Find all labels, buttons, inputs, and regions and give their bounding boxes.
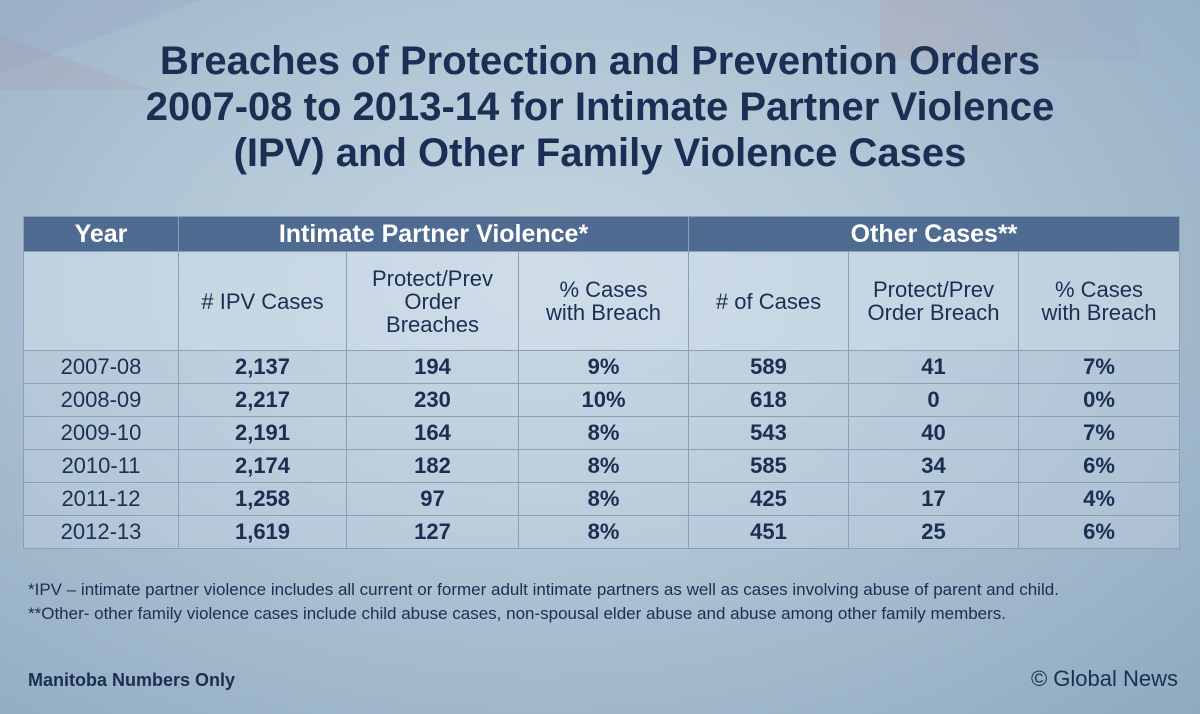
ipv-breaches-cell: 194 <box>346 350 519 384</box>
table-row: 2008-09 2,217 230 10% 618 0 0% <box>23 383 1181 417</box>
ipv-group-header: Intimate Partner Violence* <box>177 216 690 252</box>
other-cases-cell: 451 <box>688 515 850 549</box>
other-breach-cell: 25 <box>848 515 1020 549</box>
ipv-pct-header: % Cases with Breach <box>517 251 690 351</box>
table-row: 2007-08 2,137 194 9% 589 41 7% <box>23 350 1181 384</box>
ipv-pct-cell: 10% <box>517 383 690 417</box>
ipv-cases-header: # IPV Cases <box>178 251 347 351</box>
table-row: 2009-10 2,191 164 8% 543 40 7% <box>23 416 1181 450</box>
table-row: 2012-13 1,619 127 8% 451 25 6% <box>23 515 1181 549</box>
other-pct-cell: 7% <box>1018 416 1181 450</box>
ipv-cases-cell: 2,137 <box>178 350 347 384</box>
table-row: 2011-12 1,258 97 8% 425 17 4% <box>23 482 1181 516</box>
other-breach-cell: 17 <box>848 482 1020 516</box>
other-cases-cell: 618 <box>688 383 850 417</box>
other-pct-cell: 7% <box>1018 350 1181 384</box>
ipv-pct-cell: 8% <box>517 482 690 516</box>
ipv-cases-cell: 2,174 <box>178 449 347 483</box>
ipv-breaches-cell: 164 <box>346 416 519 450</box>
other-cases-cell: 585 <box>688 449 850 483</box>
title-line-3: (IPV) and Other Family Violence Cases <box>233 131 967 175</box>
other-breach-cell: 0 <box>848 383 1020 417</box>
other-breach-header: Protect/Prev Order Breach <box>848 251 1020 351</box>
other-pct-header: % Cases with Breach <box>1018 251 1181 351</box>
ipv-cases-cell: 1,258 <box>178 482 347 516</box>
year-subheader-empty <box>23 251 179 351</box>
other-cases-cell: 589 <box>688 350 850 384</box>
global-news-credit: © Global News <box>1030 666 1178 691</box>
ipv-cases-cell: 2,191 <box>178 416 347 450</box>
year-cell: 2008-09 <box>23 383 179 417</box>
other-pct-cell: 0% <box>1018 383 1181 417</box>
year-header: Year <box>23 216 179 252</box>
ipv-breaches-cell: 127 <box>346 515 519 549</box>
source-note: Manitoba Numbers Only <box>28 670 236 690</box>
other-pct-cell: 4% <box>1018 482 1181 516</box>
year-cell: 2011-12 <box>23 482 179 516</box>
sub-header-row: # IPV Cases Protect/Prev Order Breaches … <box>23 251 1181 351</box>
other-breach-cell: 34 <box>848 449 1020 483</box>
title-line-2: 2007-08 to 2013-14 for Intimate Partner … <box>145 85 1055 129</box>
year-cell: 2009-10 <box>23 416 179 450</box>
ipv-pct-cell: 8% <box>517 515 690 549</box>
year-cell: 2007-08 <box>23 350 179 384</box>
ipv-pct-cell: 8% <box>517 449 690 483</box>
other-cases-header: # of Cases <box>688 251 850 351</box>
breach-data-table: Year Intimate Partner Violence* Other Ca… <box>23 216 1181 549</box>
ipv-breaches-header: Protect/Prev Order Breaches <box>346 251 519 351</box>
other-cases-cell: 543 <box>688 416 850 450</box>
other-pct-cell: 6% <box>1018 449 1181 483</box>
ipv-breaches-cell: 97 <box>346 482 519 516</box>
year-cell: 2010-11 <box>23 449 179 483</box>
footnote-ipv: *IPV – intimate partner violence include… <box>28 580 1059 599</box>
ipv-breaches-cell: 182 <box>346 449 519 483</box>
table-body: 2007-08 2,137 194 9% 589 41 7% 2008-09 2,217 230 1… <box>23 350 1181 549</box>
other-breach-cell: 40 <box>848 416 1020 450</box>
footnote-other: **Other- other family violence cases inc… <box>28 604 1007 623</box>
other-cases-cell: 425 <box>688 482 850 516</box>
other-breach-cell: 41 <box>848 350 1020 384</box>
title-line-1: Breaches of Protection and Prevention Or… <box>159 39 1041 83</box>
flag-background-left <box>0 0 250 90</box>
ipv-pct-cell: 8% <box>517 416 690 450</box>
footnotes: *IPV – intimate partner violence include… <box>28 578 1188 626</box>
flag-background-right <box>880 0 1140 60</box>
other-pct-cell: 6% <box>1018 515 1181 549</box>
other-group-header: Other Cases** <box>688 216 1181 252</box>
ipv-cases-cell: 1,619 <box>178 515 347 549</box>
year-cell: 2012-13 <box>23 515 179 549</box>
ipv-breaches-cell: 230 <box>346 383 519 417</box>
ipv-pct-cell: 9% <box>517 350 690 384</box>
page-title: Breaches of Protection and Prevention Or… <box>0 38 1200 176</box>
ipv-cases-cell: 2,217 <box>178 383 347 417</box>
group-header-row: Year Intimate Partner Violence* Other Ca… <box>23 216 1181 252</box>
table-row: 2010-11 2,174 182 8% 585 34 6% <box>23 449 1181 483</box>
